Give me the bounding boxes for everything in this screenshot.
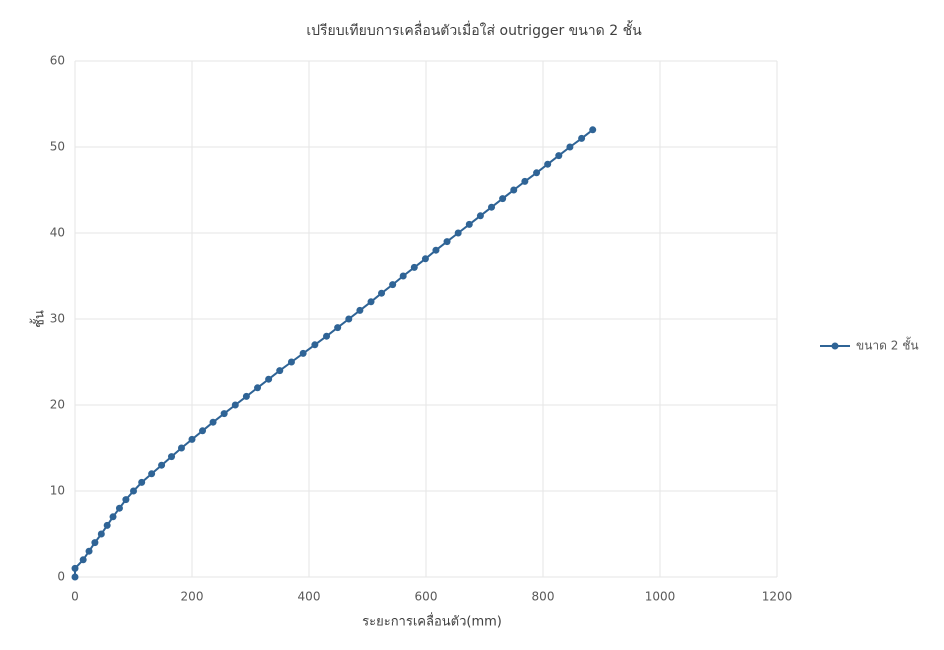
data-point — [71, 573, 79, 581]
data-point — [254, 384, 262, 392]
data-point — [85, 547, 93, 555]
data-point — [334, 324, 342, 332]
data-point — [130, 487, 137, 495]
legend-marker — [831, 342, 839, 350]
data-point — [71, 564, 79, 572]
data-point — [323, 332, 331, 340]
data-point — [399, 272, 407, 280]
data-point — [566, 143, 574, 151]
data-point — [378, 289, 386, 297]
data-point — [287, 358, 295, 366]
data-point — [148, 470, 156, 478]
data-point — [231, 401, 239, 409]
x-axis-title: ระยะการเคลื่อนตัว(mm) — [362, 613, 502, 630]
data-point — [276, 367, 284, 375]
data-point — [138, 478, 146, 486]
chart-title: เปรียบเทียบการเคลื่อนตัวเมื่อใส่ outrigg… — [306, 20, 642, 39]
y-tick-label: 0 — [57, 570, 65, 584]
y-axis-title: ชั้น — [30, 310, 48, 328]
x-tick-label: 0 — [71, 590, 79, 604]
y-tick-label: 30 — [50, 312, 65, 326]
data-point — [454, 229, 462, 237]
data-point — [589, 126, 597, 134]
data-point — [488, 203, 496, 211]
data-point — [544, 160, 552, 168]
data-point — [97, 530, 105, 538]
data-point — [188, 435, 196, 443]
data-point — [242, 392, 250, 400]
data-point — [465, 220, 473, 228]
data-point — [356, 306, 364, 314]
y-tick-label: 60 — [50, 54, 65, 68]
data-point — [389, 281, 397, 289]
data-point — [578, 134, 586, 142]
data-point — [209, 418, 217, 426]
data-point — [220, 410, 228, 418]
data-point — [311, 341, 319, 349]
data-point — [510, 186, 518, 194]
y-tick-label: 40 — [50, 226, 65, 240]
data-point — [345, 315, 353, 323]
data-point — [432, 246, 440, 254]
data-point — [476, 212, 484, 220]
y-tick-label: 50 — [50, 140, 65, 154]
data-point — [115, 504, 123, 512]
data-point — [367, 298, 375, 306]
data-point — [109, 513, 117, 521]
data-point — [177, 444, 185, 452]
x-tick-label: 400 — [298, 590, 321, 604]
y-tick-label: 20 — [50, 398, 65, 412]
x-tick-label: 1200 — [762, 590, 793, 604]
data-point — [555, 152, 563, 160]
data-point — [421, 255, 429, 263]
data-point — [103, 521, 111, 529]
data-point — [199, 427, 207, 435]
data-point — [443, 238, 451, 246]
data-point — [533, 169, 541, 177]
data-point — [122, 496, 130, 504]
data-point — [410, 263, 418, 271]
data-point — [499, 195, 507, 203]
data-point — [168, 453, 176, 461]
data-point — [521, 177, 529, 185]
x-tick-label: 1000 — [645, 590, 676, 604]
x-tick-label: 200 — [181, 590, 204, 604]
series-line — [74, 129, 594, 577]
legend-label: ขนาด 2 ชั้น — [856, 337, 919, 353]
data-point — [91, 539, 99, 547]
data-point — [299, 349, 307, 357]
x-tick-label: 800 — [532, 590, 555, 604]
data-point — [158, 461, 166, 469]
x-tick-label: 600 — [415, 590, 438, 604]
y-tick-label: 10 — [50, 484, 65, 498]
data-point — [79, 556, 87, 564]
data-point — [265, 375, 273, 383]
